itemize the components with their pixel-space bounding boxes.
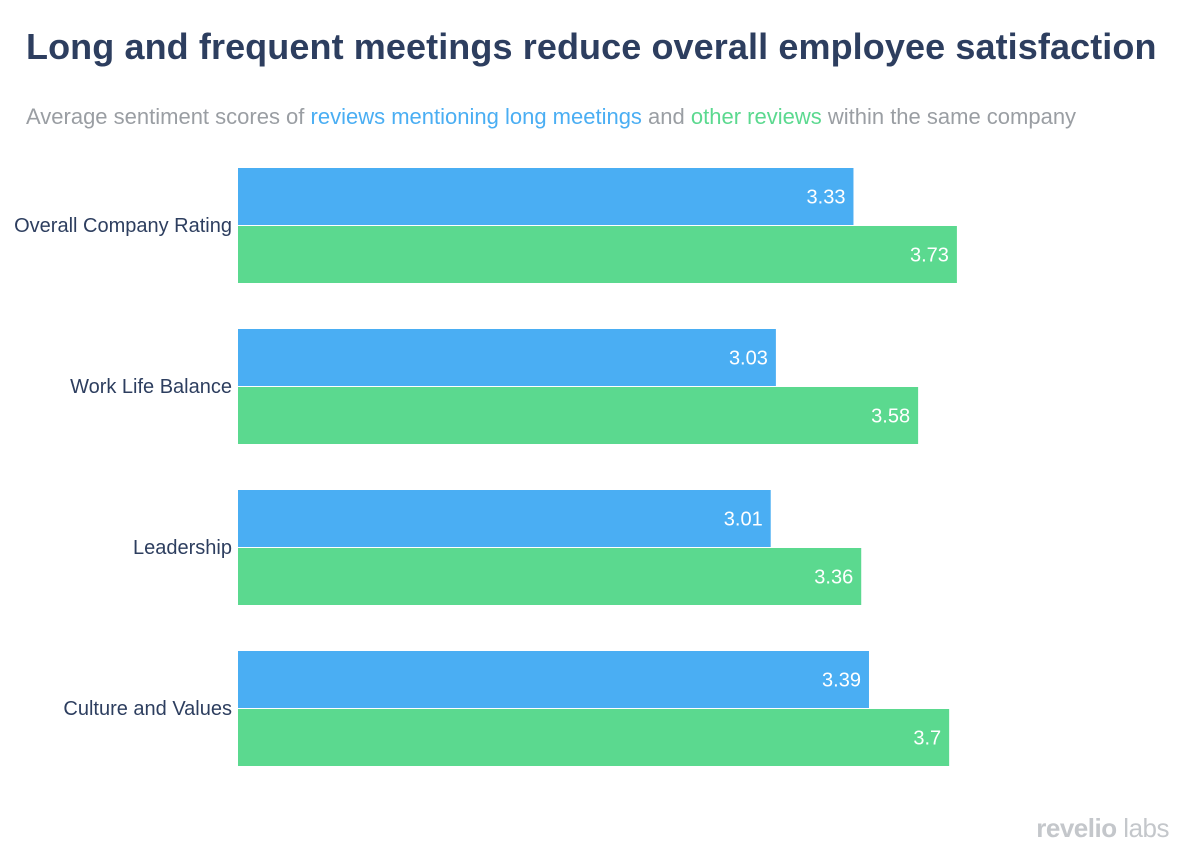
bar-leadership-meetings [238, 490, 771, 547]
bar-work-life-balance-meetings [238, 329, 776, 386]
legend-series-other: other reviews [690, 104, 822, 129]
subtitle-prefix: Average sentiment scores of [26, 104, 311, 129]
brand-logo-part1: revelio [1036, 813, 1117, 843]
value-label-culture-and-values-other: 3.7 [913, 728, 941, 750]
legend-series-meetings: reviews mentioning long meetings [310, 104, 642, 129]
bar-culture-and-values-other [238, 709, 950, 766]
bar-overall-company-rating-other [238, 226, 957, 283]
chart-subtitle: Average sentiment scores of reviews ment… [26, 104, 1076, 130]
bar-overall-company-rating-meetings [238, 168, 854, 225]
subtitle-middle: and [641, 104, 691, 129]
value-label-overall-company-rating-other: 3.73 [910, 245, 949, 267]
value-label-leadership-other: 3.36 [814, 567, 853, 589]
value-label-leadership-meetings: 3.01 [724, 509, 763, 531]
bar-chart: Overall Company Rating 3.33 3.73 Work Life … [14, 168, 957, 766]
value-label-work-life-balance-meetings: 3.03 [729, 348, 768, 370]
category-label-work-life-balance: Work Life Balance [70, 376, 232, 398]
category-label-culture-and-values: Culture and Values [63, 698, 232, 720]
subtitle-suffix: within the same company [821, 104, 1077, 129]
bar-leadership-other [238, 548, 862, 605]
chart-title: Long and frequent meetings reduce overal… [26, 26, 1157, 67]
brand-logo-part2: labs [1116, 813, 1169, 843]
bar-work-life-balance-other [238, 387, 919, 444]
value-label-overall-company-rating-meetings: 3.33 [807, 187, 846, 209]
category-label-leadership: Leadership [133, 537, 232, 559]
value-label-culture-and-values-meetings: 3.39 [822, 670, 861, 692]
value-label-work-life-balance-other: 3.58 [871, 406, 910, 428]
brand-logo: revelio labs [1036, 813, 1169, 844]
category-label-overall-company-rating: Overall Company Rating [14, 215, 232, 237]
bar-culture-and-values-meetings [238, 651, 869, 708]
